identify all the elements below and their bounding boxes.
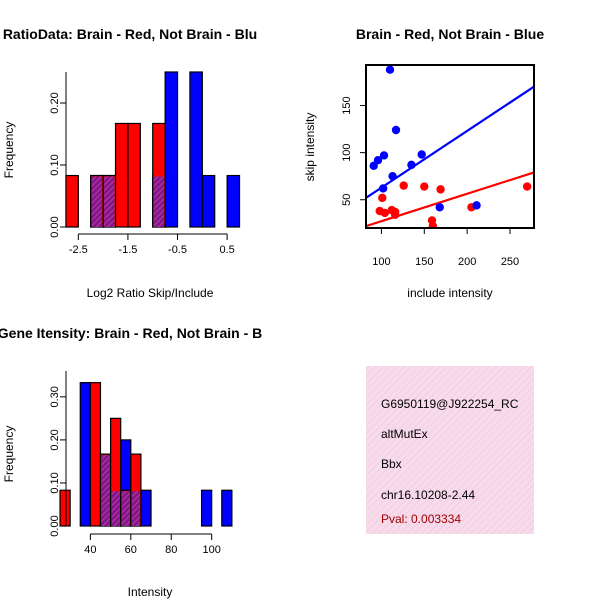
gene-overlap-bar [101,455,110,526]
scatter-point-blue [385,65,395,74]
gene-x-tick-label: 40 [84,544,96,556]
gene-histogram-title: Gene Itensity: Brain - Red, Not Brain - … [0,325,262,341]
gene-blue-bar [200,489,213,527]
scatter-y-label: skip intensity [303,113,317,182]
info-panel-background [366,366,534,534]
scatter-y-tick-label: 100 [341,143,353,161]
gene-y-label: Frequency [2,426,16,483]
gene-y-tick-label: 0.00 [49,515,61,536]
ratio-red-bar [127,122,141,228]
scatter-point-red [380,208,390,218]
info-panel: G6950119@J922254_RC altMutEx Bbx chr16.1… [366,366,534,534]
gene-bars [59,382,233,527]
scatter-point-red [436,185,445,194]
scatter-x-tick-label: 150 [415,256,433,268]
ratio-blue-bar [201,174,216,228]
gene-blue-bar [140,489,152,527]
scatter-x-tick-label: 100 [372,256,390,268]
ratio-x-tick-label: -1.5 [118,244,137,256]
scatter-point-blue [407,160,416,170]
gene-red-bar [89,382,102,527]
scatter-title: Brain - Red, Not Brain - Blue [356,26,544,42]
ratio-blue-bar [164,71,179,228]
scatter-point-red [428,221,438,228]
scatter-point-blue [379,151,389,160]
gene-y-tick-label: 0.20 [49,429,61,450]
scatter-point-blue [373,155,383,165]
scatter-marks [366,65,534,228]
ratio-x-tick-label: 0.5 [219,244,234,256]
ratio-y-tick-label: 0.00 [49,216,61,237]
intensity-scatter: Brain - Red, Not Brain - Blue 100 150 200 2… [303,26,544,300]
scatter-point-red [522,182,532,191]
ratio-y-tick-label: 0.20 [49,92,61,113]
gene-blue-bar [79,382,91,527]
ratio-blue-bar [189,71,203,228]
ratio-blue-bar [226,174,241,228]
ratio-y-label: Frequency [2,122,16,179]
scatter-point-red [378,193,387,203]
ratio-red-bar [65,174,79,228]
scatter-point-red [399,181,408,190]
info-pvalue: Pval: 0.003334 [381,512,461,526]
scatter-frame [365,64,535,229]
gene-x-tick-label: 100 [202,544,220,556]
scatter-y-tick-label: 50 [341,194,353,206]
ratio-x-tick-label: -0.5 [168,244,187,256]
scatter-point-blue [378,184,388,193]
scatter-plot-area: 100 150 200 250 50 100 150 [341,64,535,268]
ratio-axes: -2.5 -1.5 -0.5 0.5 0.00 0.10 0.20 [49,72,235,256]
ratio-x-tick-label: -2.5 [69,244,88,256]
info-event-type: altMutEx [381,427,428,441]
scatter-x-tick-label: 200 [458,256,476,268]
info-gene-id: G6950119@J922254_RC [381,397,519,411]
gene-blue-bar [221,489,233,527]
ratio-histogram-title: RatioData: Brain - Red, Not Brain - Blu [3,26,257,42]
info-gene-symbol: Bbx [381,457,402,471]
scatter-point-red [390,210,400,220]
info-location: chr16.10208-2.44 [381,488,475,502]
gene-x-label: Intensity [128,585,173,599]
scatter-point-blue [391,125,401,135]
ratio-overlap-bar [153,176,165,227]
ratio-x-label: Log2 Ratio Skip/Include [87,286,214,300]
ratio-y-tick-label: 0.10 [49,154,61,175]
scatter-x-label: include intensity [407,286,492,300]
gene-red-bar [59,489,71,527]
gene-y-tick-label: 0.30 [49,386,61,407]
gene-x-tick-label: 80 [165,544,177,556]
scatter-x-tick-label: 250 [501,256,519,268]
gene-x-tick-label: 60 [125,544,137,556]
scatter-point-blue [388,171,397,181]
scatter-point-blue [435,203,444,212]
gene-y-tick-label: 0.10 [49,472,61,493]
scatter-point-blue [417,150,426,159]
gene-overlap-bar [111,491,120,526]
gene-overlap-bar [131,491,140,526]
scatter-point-blue [472,201,481,210]
gene-intensity-histogram: Gene Itensity: Brain - Red, Not Brain - … [0,325,262,599]
scatter-point-red [420,182,429,191]
scatter-y-tick-label: 150 [341,96,353,114]
gene-overlap-bar [121,491,130,526]
ratio-histogram: RatioData: Brain - Red, Not Brain - Blu … [2,26,257,300]
ratio-overlap-bar [91,176,103,227]
gene-axes: 40 60 80 100 0.00 0.10 0.20 0.30 [49,371,221,556]
ratio-overlap-bar [104,176,115,227]
ratio-red-bar [114,122,129,228]
ratio-bars [65,71,241,228]
